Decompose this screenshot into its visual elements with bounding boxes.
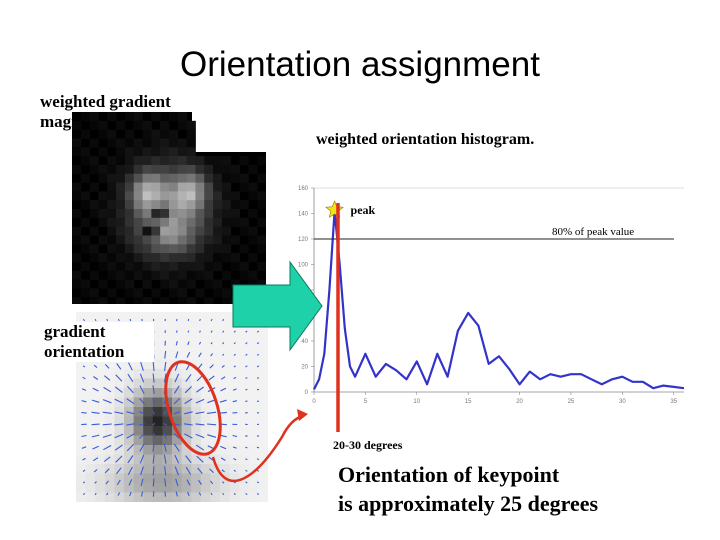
orientation-label: gradient orientation [44,322,154,362]
orientation-label-line2: orientation [44,342,125,361]
keypoint-caption-line2: is approximately 25 degrees [338,491,599,516]
keypoint-caption-line1: Orientation of keypoint [338,462,560,487]
y-tick-label: 140 [298,212,309,218]
y-tick-label: 40 [301,339,308,345]
connector-arrowhead [297,409,308,421]
chart-annotations: 80% of peak value peak [314,200,674,240]
slide-title: Orientation assignment [180,45,540,84]
x-tick-label: 25 [568,399,575,405]
y-tick-label: 0 [305,390,309,396]
image-corner [192,112,266,152]
x-tick-label: 20 [516,399,523,405]
keypoint-caption: Orientation of keypoint is approximately… [338,460,598,518]
degrees-range-label: 20-30 degrees [333,438,403,452]
chart-ticks: 0 20 40 60 80 100 120 140 160 0 5 10 15 20 25 30 35 [298,186,678,405]
y-tick-label: 100 [298,263,309,269]
orientation-histogram-chart: 0 20 40 60 80 100 120 140 160 0 5 10 15 20 25 30 35 80% … [298,186,685,405]
gradient-magnitude-image [72,112,266,304]
peak-label: peak [351,203,376,217]
x-tick-label: 30 [619,399,626,405]
histogram-title: weighted orientation histogram. [316,131,535,148]
x-tick-label: 0 [312,399,316,405]
chart-series [313,209,685,390]
x-tick-label: 15 [465,399,472,405]
threshold-label: 80% of peak value [552,226,634,238]
y-tick-label: 80 [301,288,308,294]
magnitude-label-line1: weighted gradient [40,92,171,111]
x-tick-label: 5 [364,399,368,405]
y-tick-label: 20 [301,365,308,371]
y-tick-label: 160 [298,186,309,192]
histogram-series-line [313,209,685,390]
y-tick-label: 120 [298,237,309,243]
orientation-label-line1: gradient [44,322,106,341]
x-tick-label: 35 [670,399,677,405]
x-tick-label: 10 [413,399,420,405]
y-tick-label: 60 [301,314,308,320]
